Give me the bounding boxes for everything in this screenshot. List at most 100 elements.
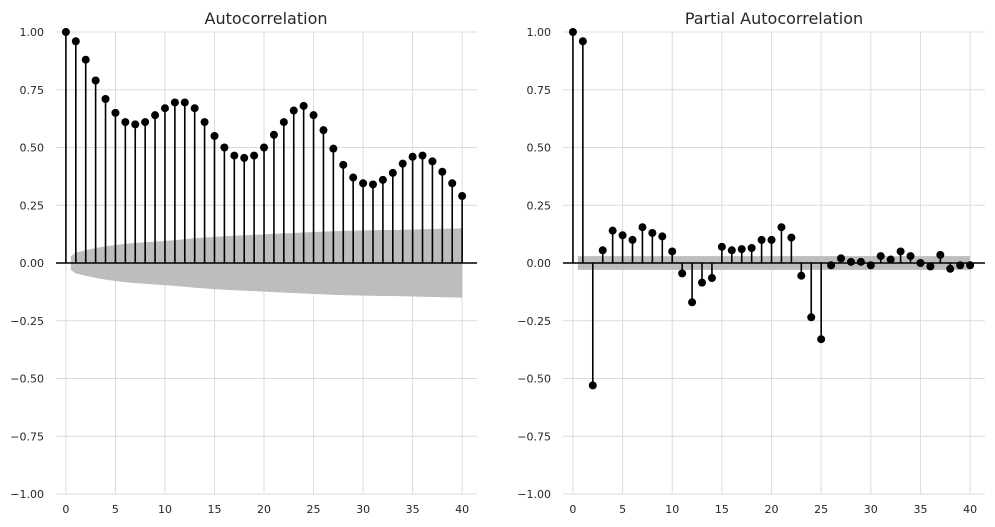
stem-marker bbox=[319, 126, 328, 135]
x-tick-label: 10 bbox=[158, 503, 172, 516]
x-tick-label: 15 bbox=[207, 503, 221, 516]
stem-marker bbox=[896, 247, 905, 256]
x-tick-label: 0 bbox=[62, 503, 69, 516]
x-tick-label: 5 bbox=[619, 503, 626, 516]
stem-marker bbox=[309, 111, 318, 120]
stem-marker bbox=[240, 153, 249, 162]
y-tick-label: 0.25 bbox=[20, 199, 45, 212]
partial-autocorrelation-panel: −1.00 −0.75 −0.50 −0.25 0.00 0.25 0.50 0.75 1.00… bbox=[517, 9, 985, 516]
stem-marker bbox=[618, 231, 627, 240]
x-tick-label: 0 bbox=[569, 503, 576, 516]
y-tick-label: −0.25 bbox=[10, 315, 44, 328]
stem-marker bbox=[906, 252, 915, 261]
stem-marker bbox=[797, 271, 806, 280]
y-tick-label: 1.00 bbox=[527, 26, 552, 39]
y-tick-label: 0.25 bbox=[527, 199, 552, 212]
stem-marker bbox=[359, 179, 368, 188]
stem-marker bbox=[648, 228, 657, 237]
stem-marker bbox=[837, 254, 846, 263]
stem-marker bbox=[111, 108, 120, 117]
stem-marker bbox=[688, 298, 697, 307]
stem-marker bbox=[886, 255, 895, 264]
y-tick-label: 0.00 bbox=[527, 257, 552, 270]
stem-marker bbox=[757, 235, 766, 244]
stem-marker bbox=[747, 243, 756, 252]
x-tick-label: 40 bbox=[455, 503, 469, 516]
stem-marker bbox=[398, 159, 407, 168]
stem-marker bbox=[598, 246, 607, 255]
stem-marker bbox=[698, 278, 707, 287]
y-tick-label: −0.25 bbox=[517, 315, 551, 328]
stem-marker bbox=[448, 179, 457, 188]
stem-marker bbox=[628, 235, 637, 244]
stem-marker bbox=[289, 106, 298, 115]
stem-marker bbox=[210, 131, 219, 140]
x-tick-label: 35 bbox=[406, 503, 420, 516]
stem-marker bbox=[368, 180, 377, 189]
stem-marker bbox=[717, 242, 726, 251]
y-tick-label: −0.75 bbox=[517, 430, 551, 443]
y-tick-label: −0.50 bbox=[10, 373, 44, 386]
stem-marker bbox=[388, 168, 397, 177]
y-tick-label: 0.75 bbox=[20, 84, 45, 97]
stem-marker bbox=[588, 381, 597, 390]
stem-marker bbox=[807, 313, 816, 322]
stem-marker bbox=[121, 118, 130, 127]
x-tick-label: 30 bbox=[864, 503, 878, 516]
stem-marker bbox=[408, 152, 417, 161]
y-tick-label: 0.75 bbox=[527, 84, 552, 97]
stem-marker bbox=[916, 259, 925, 267]
y-tick-label: −1.00 bbox=[10, 488, 44, 501]
stem-marker bbox=[151, 111, 160, 120]
stem-marker bbox=[827, 261, 836, 270]
stem-marker bbox=[946, 264, 955, 273]
stem-marker bbox=[180, 98, 189, 107]
stem-marker bbox=[160, 104, 169, 113]
stem-marker bbox=[767, 235, 776, 244]
stem-marker bbox=[250, 151, 259, 160]
stem-marker bbox=[170, 98, 179, 107]
x-tick-label: 20 bbox=[257, 503, 271, 516]
stem-marker bbox=[339, 160, 348, 169]
stem-marker bbox=[91, 76, 100, 85]
stem-marker bbox=[349, 173, 358, 182]
stem-marker bbox=[71, 37, 80, 46]
y-tick-label: −1.00 bbox=[517, 488, 551, 501]
stem-marker bbox=[777, 223, 786, 232]
stem-marker bbox=[737, 245, 746, 254]
stem-marker bbox=[81, 55, 90, 64]
stem-marker bbox=[866, 261, 875, 270]
x-tick-label: 30 bbox=[356, 503, 370, 516]
x-tick-label: 20 bbox=[765, 503, 779, 516]
stem-marker bbox=[418, 151, 427, 160]
x-tick-label: 5 bbox=[112, 503, 119, 516]
stem-marker bbox=[638, 223, 647, 232]
stem-marker bbox=[568, 28, 577, 36]
stem-marker bbox=[378, 175, 387, 184]
stem-marker bbox=[876, 252, 885, 261]
autocorrelation-title: Autocorrelation bbox=[205, 9, 328, 28]
partial-autocorrelation-title: Partial Autocorrelation bbox=[685, 9, 863, 28]
stem-marker bbox=[190, 104, 199, 113]
y-tick-label: −0.75 bbox=[10, 430, 44, 443]
y-tick-label: −0.50 bbox=[517, 373, 551, 386]
stem-marker bbox=[787, 233, 796, 242]
x-tick-label: 10 bbox=[665, 503, 679, 516]
stem-marker bbox=[658, 232, 667, 241]
stem-marker bbox=[279, 118, 288, 127]
stem-marker bbox=[428, 157, 437, 166]
stem-marker bbox=[260, 143, 269, 152]
stem-marker bbox=[438, 167, 447, 176]
stem-marker bbox=[141, 118, 150, 127]
stem-marker bbox=[707, 274, 716, 283]
autocorrelation-panel: −1.00 −0.75 −0.50 −0.25 0.00 0.25 0.50 0.75 1.00… bbox=[10, 9, 477, 516]
stem-marker bbox=[61, 28, 70, 36]
y-tick-label: 0.50 bbox=[20, 142, 45, 155]
stem-marker bbox=[230, 151, 239, 160]
x-tick-label: 15 bbox=[715, 503, 729, 516]
y-tick-label: 0.50 bbox=[527, 142, 552, 155]
stem-marker bbox=[269, 130, 278, 139]
stem-marker bbox=[926, 262, 935, 271]
stem-marker bbox=[727, 246, 736, 255]
